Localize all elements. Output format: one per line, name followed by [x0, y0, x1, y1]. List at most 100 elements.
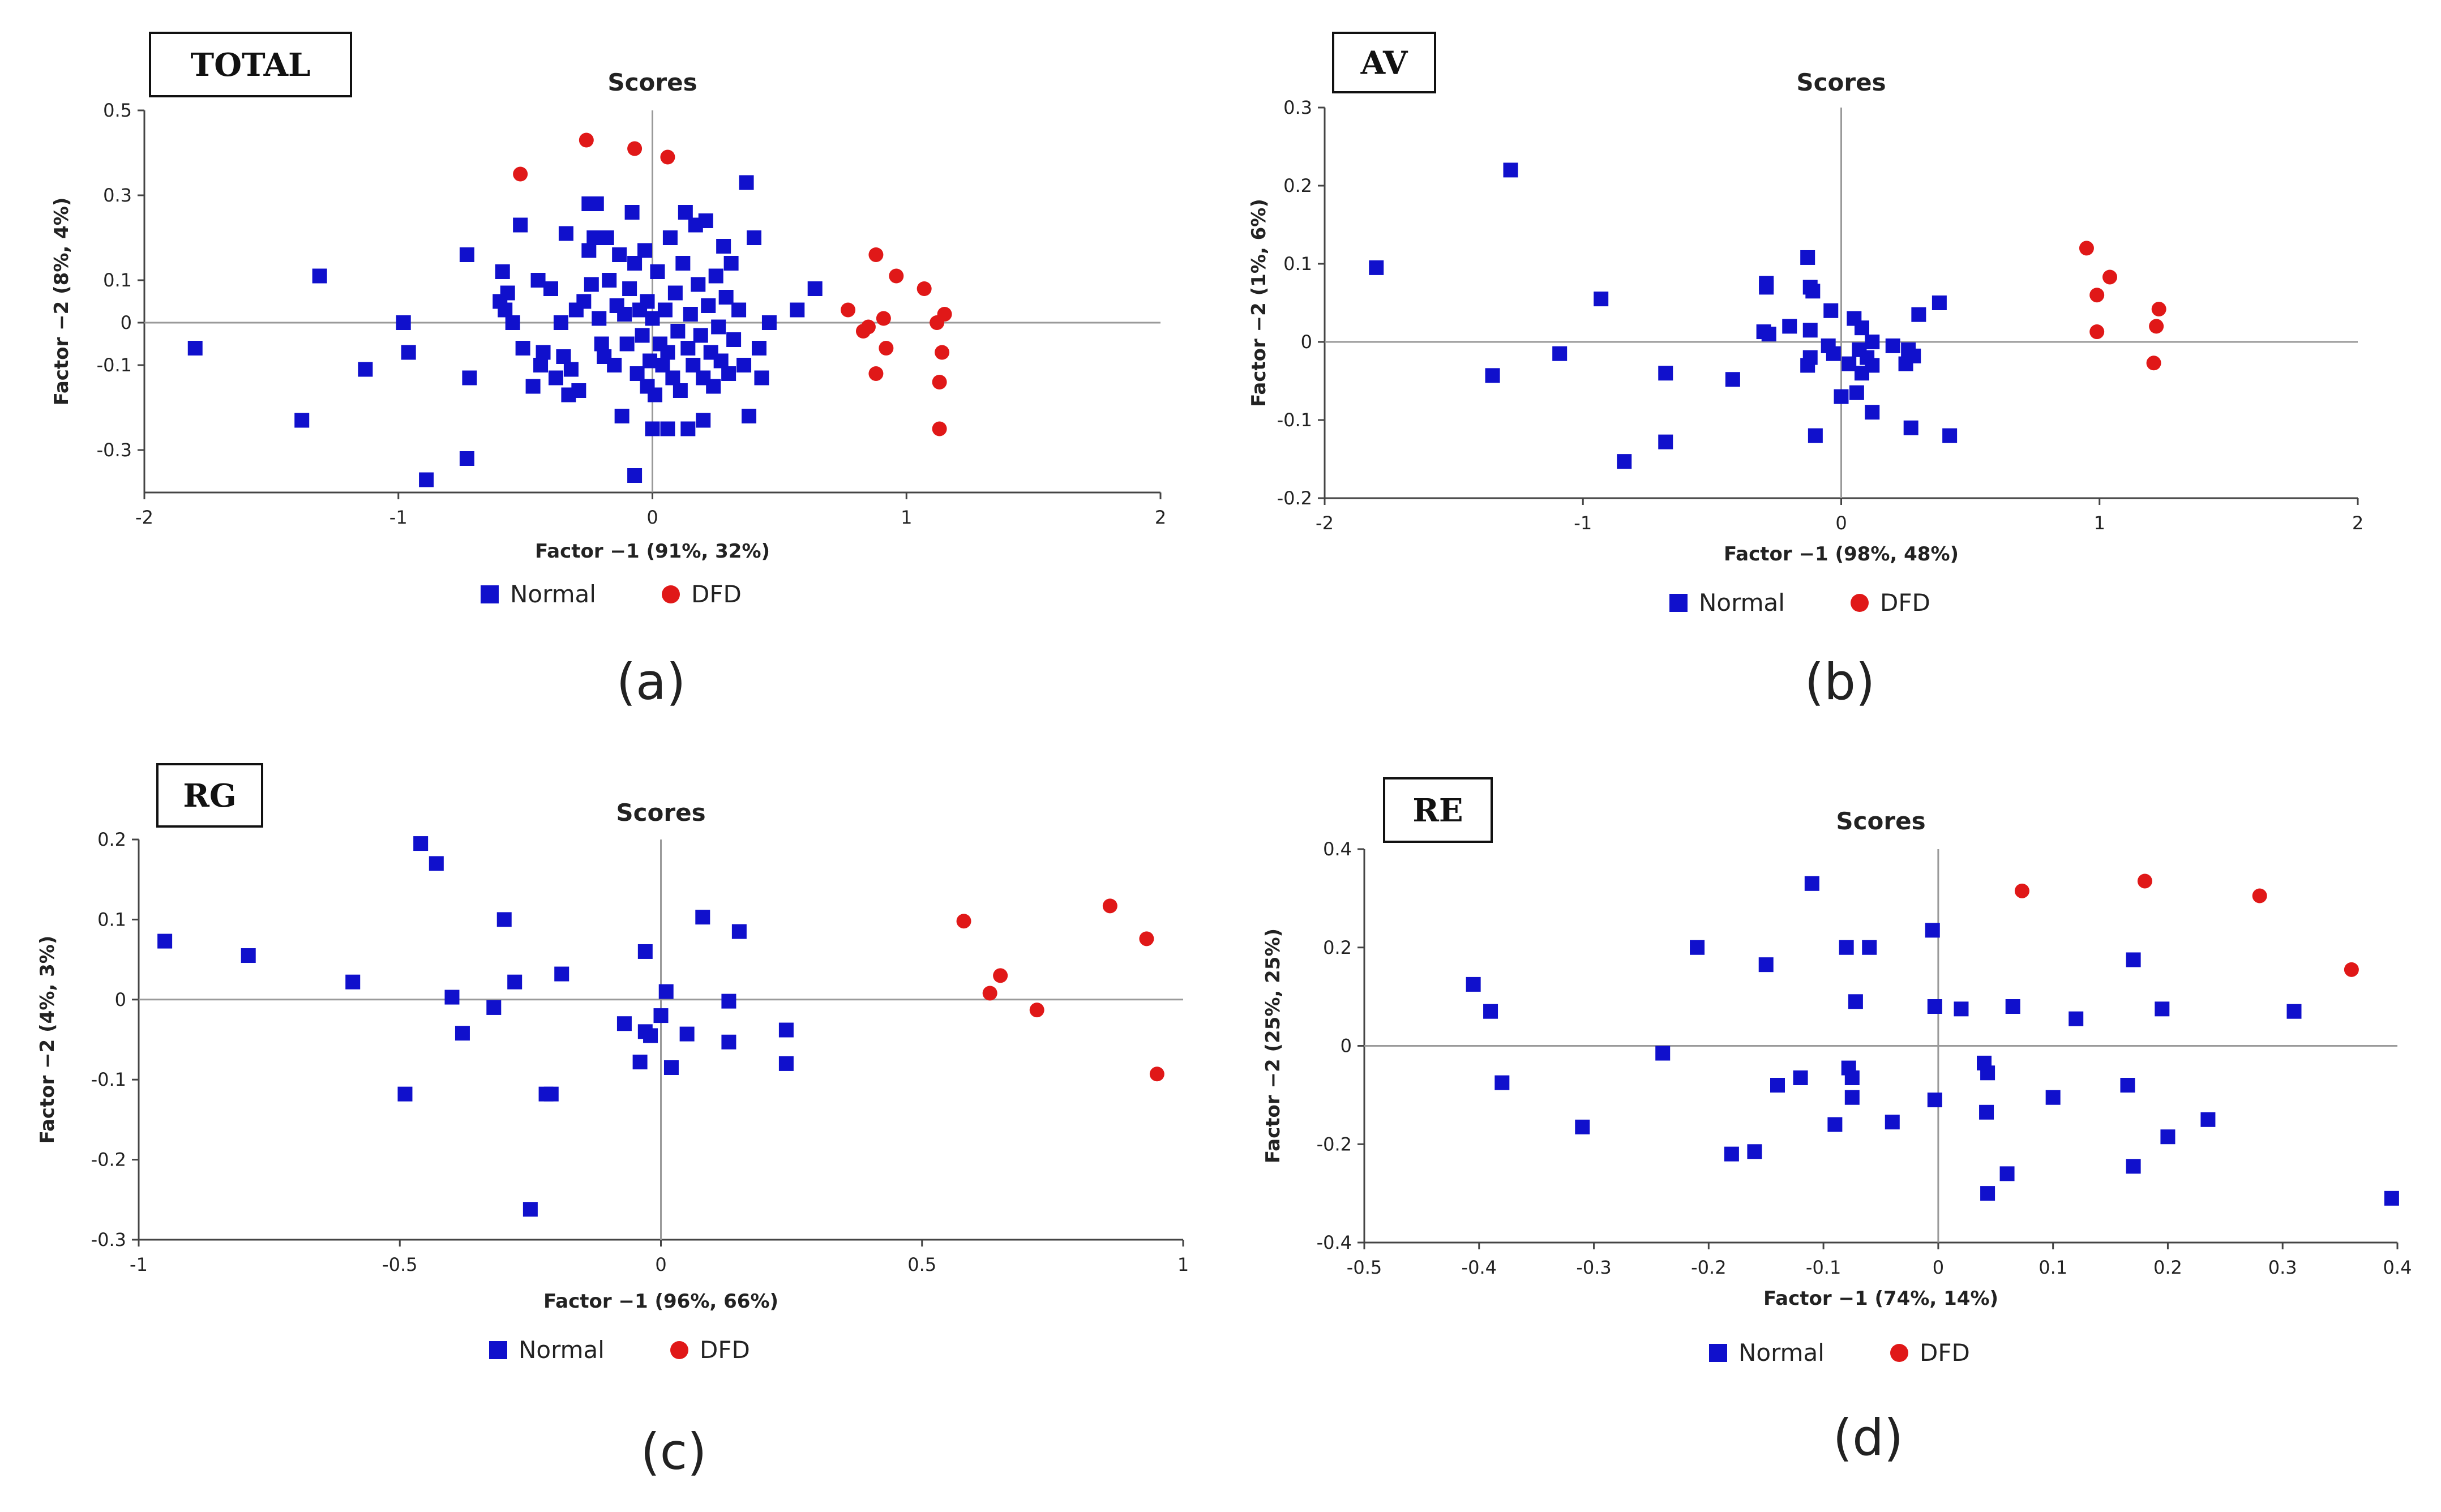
panel-c-ytick-label: -0.1 — [91, 1069, 126, 1090]
panel-c-title: Scores — [616, 799, 705, 826]
panel-c-point-normal — [632, 1055, 648, 1070]
panel-a-ytick-label: -0.3 — [97, 439, 132, 461]
panel-d-point-normal — [2200, 1112, 2216, 1127]
panel-a-point-normal — [790, 302, 805, 318]
panel-b-point-normal — [1725, 372, 1740, 387]
panel-a-point-normal — [594, 336, 609, 352]
panel-c-point-normal — [543, 1086, 559, 1102]
panel-c-legend-dfd-marker — [670, 1341, 688, 1359]
panel-b-point-dfd — [2151, 302, 2166, 317]
panel-c-point-dfd — [1029, 1003, 1044, 1018]
panel-c-point-dfd — [993, 968, 1008, 983]
panel-c-point-normal — [616, 1016, 632, 1031]
panel-c-xtick-label: 0.5 — [907, 1254, 936, 1275]
panel-d-xtick-label: 0.4 — [2383, 1257, 2412, 1278]
panel-b-point-normal — [1800, 250, 1815, 265]
panel-c-ytick-label: 0.1 — [97, 909, 126, 930]
panel-c-point-normal — [554, 966, 569, 982]
panel-d-xtick-label: -0.1 — [1806, 1257, 1841, 1278]
panel-d-point-normal — [2126, 1159, 2141, 1174]
panel-c-point-normal — [643, 1028, 658, 1043]
panel-a-point-normal — [696, 413, 711, 428]
panel-c-point-normal — [455, 1026, 470, 1041]
panel-a-xlabel: Factor −1 (91%, 32%) — [535, 540, 770, 563]
panel-d-point-normal — [1999, 1166, 2015, 1181]
panel-a-tag-label: TOTAL — [191, 46, 311, 84]
panel-a-point-normal — [558, 226, 573, 241]
panel-a-point-normal — [536, 345, 551, 360]
panel-b-point-normal — [1823, 303, 1839, 318]
panel-a-point-normal — [754, 370, 769, 386]
panel-c-point-dfd — [1139, 931, 1154, 946]
panel-a-caption: (a) — [616, 653, 686, 711]
panel-b-point-normal — [1906, 348, 1921, 363]
panel-d-point-normal — [2005, 999, 2020, 1014]
panel-c-point-normal — [731, 924, 747, 939]
panel-a-point-normal — [619, 336, 635, 352]
panel-d-point-normal — [1804, 876, 1819, 891]
panel-b-point-normal — [1617, 454, 1632, 469]
panel-c-point-dfd — [956, 914, 971, 929]
panel-a-point-normal — [563, 362, 579, 377]
panel-b-point-normal — [1855, 320, 1869, 336]
panel-a-point-normal — [698, 213, 713, 228]
panel-a-point-normal — [650, 264, 665, 279]
panel-c-point-normal — [397, 1086, 413, 1102]
panel-b-point-normal — [1865, 405, 1880, 420]
panel-a-point-normal — [670, 324, 686, 339]
panel-b-point-normal — [1369, 260, 1384, 275]
panel-a-point-normal — [629, 366, 645, 381]
panel-a-point-normal — [645, 421, 660, 436]
panel-a-point-normal — [589, 196, 604, 211]
panel-d-point-normal — [1844, 1070, 1860, 1085]
panel-c-point-normal — [507, 974, 523, 990]
panel-c-point-normal — [429, 856, 444, 871]
panel-a-point-normal — [614, 409, 629, 423]
panel-a-point-normal — [640, 294, 655, 309]
panel-a-point-normal — [660, 421, 675, 436]
panel-a-point-dfd — [917, 281, 932, 296]
panel-d-ytick-label: -0.4 — [1317, 1232, 1352, 1253]
panel-a-point-dfd — [841, 302, 856, 318]
panel-b-tag-label: AV — [1360, 45, 1408, 82]
panel-c-point-normal — [695, 910, 710, 925]
panel-c-point-normal — [658, 984, 674, 999]
panel-a-point-normal — [662, 230, 678, 245]
panel-b-point-normal — [1658, 366, 1673, 381]
panel-b-legend-dfd-label: DFD — [1880, 589, 1930, 616]
panel-a-xtick-label: 2 — [1155, 507, 1166, 528]
panel-c-ytick-label: -0.2 — [91, 1149, 126, 1171]
panel-d-point-normal — [1827, 1117, 1843, 1132]
panel-a-point-normal — [761, 315, 777, 330]
panel-d-ytick-label: 0.2 — [1323, 937, 1352, 958]
panel-d-point-normal — [1839, 940, 1854, 955]
panel-d-xtick-label: 0.1 — [2039, 1257, 2067, 1278]
panel-b-title: Scores — [1796, 68, 1886, 96]
panel-a-point-dfd — [935, 345, 950, 360]
panel-d-point-normal — [1980, 1186, 1995, 1201]
panel-c-point-normal — [778, 1022, 794, 1038]
panel-a-point-normal — [673, 383, 688, 398]
panel-a-point-normal — [747, 230, 761, 245]
panel-a-point-normal — [675, 256, 691, 271]
panel-a-point-normal — [706, 379, 721, 394]
panel-d-point-normal — [1927, 999, 1942, 1014]
panel-a-point-normal — [667, 285, 683, 301]
panel-d-xtick-label: 0.2 — [2153, 1257, 2182, 1278]
panel-c-point-normal — [637, 944, 653, 959]
panel-a-point-normal — [533, 358, 549, 372]
panel-a-point-dfd — [868, 247, 884, 262]
panel-c-point-normal — [663, 1060, 679, 1075]
panel-a-point-normal — [645, 311, 660, 326]
panel-b-ytick-label: 0.1 — [1283, 253, 1312, 275]
panel-d-point-normal — [1747, 1144, 1762, 1159]
panel-c-point-dfd — [982, 986, 997, 1001]
panel-a-point-normal — [530, 273, 546, 288]
panel-a-point-normal — [718, 290, 734, 305]
panel-d-xtick-label: -0.2 — [1691, 1257, 1726, 1278]
panel-c-point-normal — [778, 1056, 794, 1071]
panel-d-point-normal — [1979, 1104, 1994, 1120]
panel-a-point-normal — [602, 273, 617, 288]
panel-a-ytick-label: 0.5 — [103, 100, 132, 121]
panel-a-point-normal — [726, 332, 742, 347]
